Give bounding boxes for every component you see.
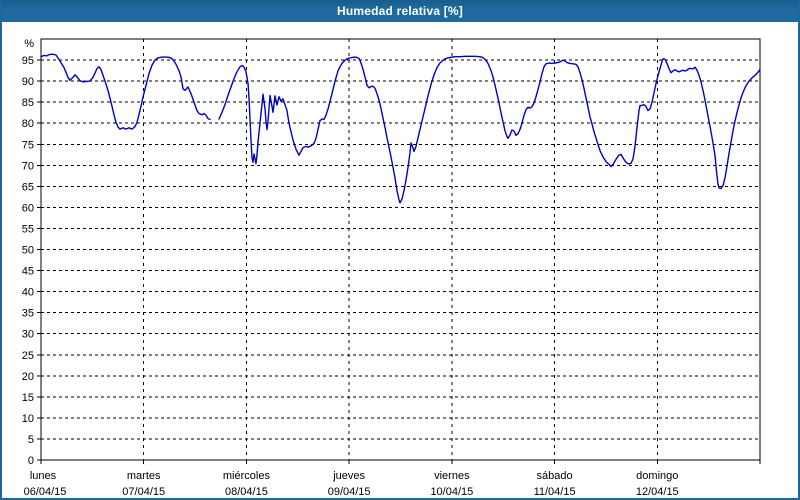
svg-text:0: 0	[28, 455, 34, 467]
chart-title-bar: Humedad relativa [%]	[2, 0, 798, 22]
svg-text:95: 95	[22, 55, 34, 67]
svg-text:80: 80	[22, 118, 34, 130]
svg-text:85: 85	[22, 97, 34, 109]
svg-text:10: 10	[22, 413, 34, 425]
svg-text:45: 45	[22, 266, 34, 278]
svg-text:25: 25	[22, 350, 34, 362]
svg-text:07/04/15: 07/04/15	[122, 486, 165, 498]
svg-text:55: 55	[22, 223, 34, 235]
svg-text:martes: martes	[127, 470, 161, 482]
svg-text:30: 30	[22, 329, 34, 341]
chart-title: Humedad relativa [%]	[336, 4, 464, 18]
svg-text:08/04/15: 08/04/15	[225, 486, 268, 498]
svg-text:12/04/15: 12/04/15	[636, 486, 679, 498]
svg-text:miércoles: miércoles	[223, 470, 271, 482]
svg-text:50: 50	[22, 245, 34, 257]
svg-text:70: 70	[22, 160, 34, 172]
svg-text:%: %	[24, 38, 34, 50]
svg-text:jueves: jueves	[332, 470, 365, 482]
svg-text:5: 5	[28, 434, 34, 446]
svg-text:90: 90	[22, 76, 34, 88]
svg-text:60: 60	[22, 202, 34, 214]
svg-text:35: 35	[22, 308, 34, 320]
svg-text:domingo: domingo	[636, 470, 678, 482]
svg-text:15: 15	[22, 392, 34, 404]
svg-text:09/04/15: 09/04/15	[328, 486, 371, 498]
svg-text:viernes: viernes	[434, 470, 470, 482]
svg-text:40: 40	[22, 287, 34, 299]
svg-text:sábado: sábado	[537, 470, 573, 482]
svg-text:65: 65	[22, 181, 34, 193]
svg-text:20: 20	[22, 371, 34, 383]
svg-text:lunes: lunes	[30, 470, 57, 482]
svg-text:06/04/15: 06/04/15	[24, 486, 67, 498]
svg-text:75: 75	[22, 139, 34, 151]
svg-text:11/04/15: 11/04/15	[534, 486, 576, 498]
svg-text:10/04/15: 10/04/15	[430, 486, 473, 498]
